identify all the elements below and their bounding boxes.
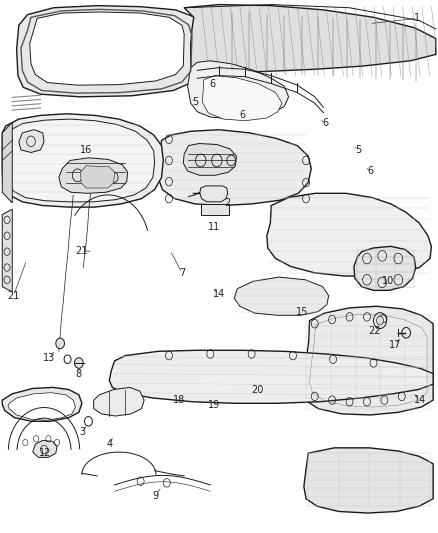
- Polygon shape: [354, 246, 416, 290]
- Text: 16: 16: [80, 145, 92, 155]
- Text: 18: 18: [173, 395, 185, 405]
- Text: 21: 21: [7, 290, 20, 301]
- Text: 8: 8: [76, 369, 82, 378]
- Polygon shape: [110, 350, 433, 403]
- Polygon shape: [33, 440, 57, 457]
- Text: 14: 14: [213, 289, 225, 299]
- Polygon shape: [19, 130, 44, 152]
- Polygon shape: [2, 209, 12, 292]
- Polygon shape: [201, 204, 229, 215]
- Text: 21: 21: [76, 246, 88, 256]
- Polygon shape: [158, 130, 311, 206]
- Text: 15: 15: [296, 306, 308, 317]
- Polygon shape: [30, 12, 184, 85]
- Text: 2: 2: [225, 198, 231, 208]
- Polygon shape: [202, 76, 282, 120]
- Polygon shape: [184, 143, 237, 175]
- Text: 5: 5: [355, 145, 361, 155]
- Polygon shape: [267, 193, 431, 276]
- Text: 11: 11: [208, 222, 220, 232]
- Text: 13: 13: [43, 353, 55, 362]
- Text: 1: 1: [414, 13, 420, 23]
- Text: 6: 6: [209, 78, 215, 88]
- Polygon shape: [2, 122, 12, 203]
- Text: 17: 17: [389, 340, 402, 350]
- Polygon shape: [59, 158, 127, 193]
- Text: 6: 6: [322, 118, 328, 128]
- Polygon shape: [94, 387, 144, 416]
- Text: 14: 14: [414, 395, 426, 405]
- Polygon shape: [2, 114, 163, 207]
- Polygon shape: [8, 393, 75, 420]
- Text: 6: 6: [240, 110, 246, 120]
- Text: 22: 22: [368, 326, 381, 336]
- Text: 10: 10: [382, 276, 394, 286]
- Circle shape: [74, 358, 83, 368]
- Polygon shape: [304, 448, 433, 513]
- Polygon shape: [7, 119, 155, 202]
- Text: 7: 7: [179, 268, 185, 278]
- Text: 4: 4: [106, 439, 113, 449]
- Polygon shape: [81, 166, 115, 188]
- Polygon shape: [234, 277, 328, 316]
- Polygon shape: [184, 5, 436, 75]
- Text: 9: 9: [153, 490, 159, 500]
- Polygon shape: [17, 6, 201, 97]
- Text: 20: 20: [251, 384, 264, 394]
- Text: 6: 6: [367, 166, 374, 176]
- Text: 5: 5: [192, 97, 198, 107]
- Polygon shape: [200, 186, 228, 202]
- Text: 12: 12: [39, 448, 51, 458]
- Text: 3: 3: [79, 427, 85, 437]
- Circle shape: [377, 317, 384, 325]
- Polygon shape: [187, 61, 289, 119]
- Polygon shape: [301, 306, 433, 415]
- Circle shape: [56, 338, 64, 349]
- Text: 19: 19: [208, 400, 220, 410]
- Polygon shape: [2, 387, 82, 421]
